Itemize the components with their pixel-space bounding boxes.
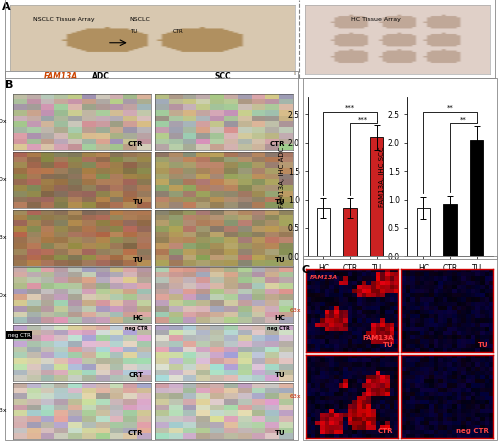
Text: CTR: CTR [128, 141, 144, 147]
Text: CRT: CRT [128, 372, 144, 378]
Text: **: ** [446, 105, 454, 111]
Text: 63x: 63x [0, 235, 8, 240]
Text: TU: TU [275, 199, 285, 205]
Text: CTR: CTR [270, 141, 285, 147]
Text: neg CTR: neg CTR [267, 326, 289, 331]
Text: FAM13A: FAM13A [310, 275, 338, 280]
Text: neg CTR: neg CTR [456, 428, 489, 434]
Y-axis label: FAM13A, IHC SCC: FAM13A, IHC SCC [379, 147, 385, 207]
Bar [470, 140, 483, 256]
Text: HC: HC [132, 315, 143, 320]
Bar [317, 208, 330, 256]
Text: 40x: 40x [0, 177, 8, 182]
Text: NSCLC: NSCLC [130, 17, 150, 23]
Text: NSCLC Tissue Array: NSCLC Tissue Array [33, 17, 94, 23]
Text: TU: TU [130, 29, 137, 34]
Text: **: ** [460, 116, 466, 122]
Text: neg CTR: neg CTR [125, 326, 148, 331]
Text: C: C [302, 265, 310, 275]
Text: ***: *** [345, 105, 355, 111]
Text: FAM13A
TU: FAM13A TU [362, 335, 394, 348]
Text: 63x: 63x [290, 308, 302, 313]
Text: TU: TU [133, 257, 143, 263]
Text: CTR: CTR [378, 428, 394, 434]
Text: TU: TU [275, 430, 285, 436]
Bar [444, 204, 456, 256]
Y-axis label: FAM13A, IHC ADC: FAM13A, IHC ADC [279, 146, 285, 208]
Text: HC Tissue Array: HC Tissue Array [351, 17, 401, 23]
Text: FAM13A: FAM13A [44, 72, 78, 81]
Bar [370, 137, 384, 256]
Text: SCC: SCC [214, 72, 232, 81]
Text: TU: TU [275, 257, 285, 263]
Bar [344, 208, 356, 256]
Text: TU: TU [478, 342, 489, 348]
Text: 63x: 63x [0, 408, 8, 413]
Text: TU: TU [133, 199, 143, 205]
Text: neg CTR: neg CTR [8, 333, 30, 338]
Text: CTR: CTR [128, 430, 144, 436]
Text: HC: HC [274, 315, 285, 320]
Text: 40x: 40x [0, 293, 8, 298]
Text: TU: TU [275, 372, 285, 378]
Text: B: B [5, 80, 14, 90]
Text: A: A [2, 2, 10, 11]
Text: 63x: 63x [290, 394, 302, 399]
Text: ADC: ADC [92, 72, 110, 81]
Bar [416, 208, 430, 256]
Text: CTR: CTR [172, 29, 183, 34]
Text: 40x: 40x [0, 119, 8, 125]
Text: ***: *** [358, 116, 368, 122]
Text: neg CTR: neg CTR [8, 333, 30, 338]
